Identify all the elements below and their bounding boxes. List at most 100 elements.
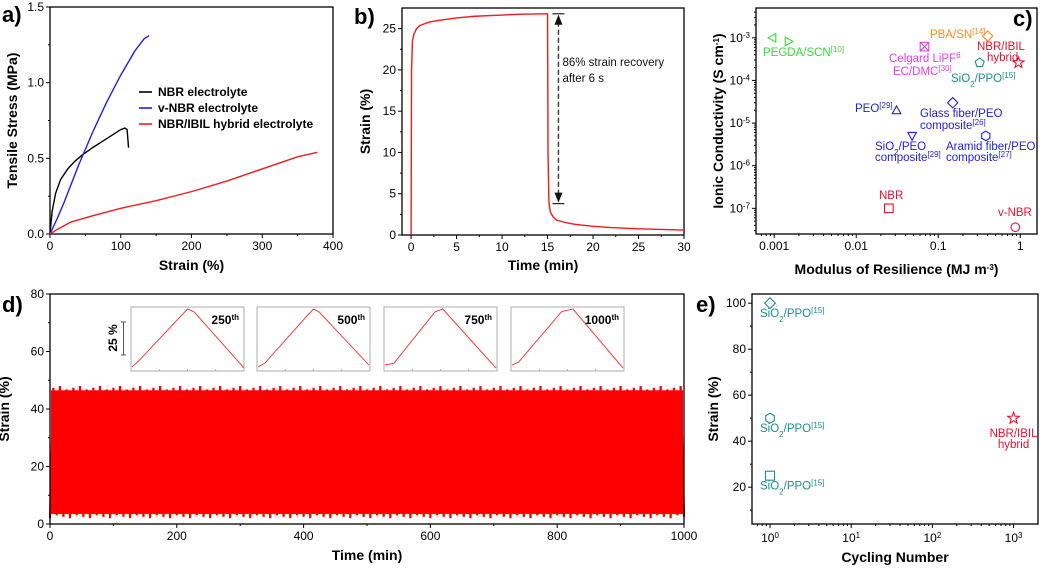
label-ec-dmc: EC/DMC[30] bbox=[893, 64, 952, 79]
x-axis-label-part: Modulus of Resilience (MJ m bbox=[795, 261, 987, 277]
label-v-nbr-part: v-NBR bbox=[998, 207, 1032, 219]
label-sio2-ppo-0: SiO2/PPO[15] bbox=[760, 306, 824, 324]
marker-triangle-right bbox=[784, 36, 795, 47]
y-tick-label: 60 bbox=[733, 388, 747, 402]
inset-label-part: 1000 bbox=[585, 313, 612, 327]
y-tick-label: 60 bbox=[31, 345, 45, 359]
label-sio2-peo-part: SiO bbox=[875, 141, 894, 153]
legend-label: NBR electrolyte bbox=[158, 85, 248, 99]
label-composite-26-part: composite bbox=[920, 120, 972, 132]
arrow-head-up bbox=[554, 14, 563, 25]
marker-triangle-down bbox=[906, 131, 918, 142]
annotation-line1: 86% strain recovery bbox=[562, 57, 664, 69]
y-tick-label: 0 bbox=[37, 517, 44, 531]
marker-square bbox=[884, 203, 894, 214]
inset-label-part: th bbox=[484, 313, 492, 322]
y-axis-label: Tensile Stress (MPa) bbox=[4, 53, 20, 189]
y-tick-label: 10-5 bbox=[730, 116, 751, 131]
y-tick-label: 0 bbox=[389, 228, 396, 242]
y-tick-label: 40 bbox=[733, 434, 747, 448]
label-composite-26: composite[26] bbox=[920, 118, 986, 133]
y-tick-label-part: 10 bbox=[730, 116, 744, 130]
label-sio2-ppo-part: 2 bbox=[970, 80, 975, 89]
plot-frame bbox=[401, 7, 685, 236]
x-tick-label: 15 bbox=[541, 240, 555, 254]
label-sio2-ppo-2: SiO2/PPO[15] bbox=[760, 478, 824, 496]
y-tick-label: 80 bbox=[733, 342, 747, 356]
inset-750: 750th bbox=[383, 306, 498, 372]
y-tick-label: 10-4 bbox=[730, 73, 751, 88]
label-glass-fiber: Glass fiber/PEO bbox=[920, 108, 1002, 120]
inset-curve bbox=[257, 308, 370, 368]
y-tick-label-part: 10 bbox=[730, 73, 744, 87]
marker-pentagon bbox=[974, 57, 985, 68]
marker-diamond bbox=[981, 30, 994, 42]
label-nbr-ibil: NBR/IBIL bbox=[977, 41, 1026, 53]
marker-triangle-left bbox=[766, 32, 777, 44]
y-axis-label: Strain (%) bbox=[705, 376, 721, 441]
x-tick-label: 200 bbox=[181, 239, 201, 253]
x-tick-label-part: 0 bbox=[774, 531, 779, 540]
y-tick-label: 10-6 bbox=[730, 158, 751, 173]
x-tick-label: 100 bbox=[111, 239, 131, 253]
x-tick-label: 25 bbox=[632, 240, 646, 254]
x-tick-label-part: 2 bbox=[937, 531, 942, 540]
label-sio2-ppo-part: [15] bbox=[1002, 71, 1015, 80]
label-aramid-part: Aramid fiber/PEO bbox=[946, 141, 1036, 153]
label-hybrid: hybrid bbox=[987, 52, 1018, 64]
label-sio2-ppo-1-part: 2 bbox=[779, 430, 784, 439]
label-sio2-peo: SiO2/PEO bbox=[875, 141, 926, 157]
inset-1000: 1000th bbox=[510, 306, 625, 372]
marker-star bbox=[1006, 410, 1021, 425]
x-axis-label: Modulus of Resilience (MJ m-3) bbox=[795, 261, 999, 277]
y-tick-label: 20 bbox=[31, 460, 45, 474]
x-tick-label: 102 bbox=[923, 531, 941, 546]
inset-curve bbox=[131, 308, 244, 368]
y-tick-label: 5 bbox=[389, 187, 396, 201]
y-tick-label: 0.0 bbox=[27, 227, 44, 241]
label-v-nbr: v-NBR bbox=[998, 207, 1032, 219]
label-composite-29-part: composite bbox=[875, 152, 927, 164]
strain-series bbox=[48, 385, 686, 519]
inset-label-part: 250 bbox=[211, 313, 231, 327]
label-peo-part: PEO bbox=[855, 103, 879, 115]
panel-c: 0.001 0.01 0.1 110-310-410-510-610-7PEGDA/S… bbox=[710, 6, 1038, 277]
inset-label-part: th bbox=[357, 313, 365, 322]
y-tick-label: 20 bbox=[733, 480, 747, 494]
x-tick-label: 1 bbox=[1017, 239, 1024, 253]
annotation-line2: after 6 s bbox=[562, 73, 604, 85]
inset-curve bbox=[384, 308, 497, 369]
panel-label: c) bbox=[1013, 6, 1033, 31]
label-sio2-ppo-part: /PPO bbox=[975, 73, 1003, 85]
scale-bar-label: 25 % bbox=[106, 324, 120, 352]
y-axis-label-part: ) bbox=[710, 33, 726, 38]
x-axis-label: Time (min) bbox=[332, 547, 403, 563]
x-tick-label: 1000 bbox=[671, 529, 698, 543]
y-tick-label-part: 10 bbox=[730, 159, 744, 173]
inset-label-part: 750 bbox=[464, 313, 484, 327]
x-tick-label: 101 bbox=[842, 531, 860, 546]
y-tick-label: 40 bbox=[31, 402, 45, 416]
x-tick-label: 0 bbox=[47, 529, 54, 543]
label-ec-dmc-part: EC/DMC bbox=[893, 66, 938, 78]
y-axis-label-part: Ionic Conductivity (S cm bbox=[710, 45, 726, 208]
label-pba-sn: PBA/SN[14] bbox=[930, 27, 986, 42]
series-line-2 bbox=[49, 151, 318, 235]
y-axis-label: Ionic Conductivity (S cm-1) bbox=[710, 33, 726, 208]
x-tick-label: 400 bbox=[323, 239, 343, 253]
x-tick-label: 0 bbox=[47, 239, 54, 253]
inset-curve bbox=[511, 308, 624, 369]
label-hybrid: hybrid bbox=[998, 439, 1029, 451]
label-pba-sn-part: [14] bbox=[972, 27, 985, 36]
x-tick-label: 400 bbox=[294, 529, 314, 543]
y-axis-label-part: -1 bbox=[712, 38, 721, 46]
y-tick-label: 15 bbox=[383, 104, 397, 118]
x-tick-label-part: 10 bbox=[923, 531, 937, 545]
inset-500: 500th bbox=[256, 306, 371, 372]
marker-square bbox=[764, 470, 776, 481]
inset-label-part: th bbox=[611, 313, 619, 322]
x-tick-label: 0 bbox=[408, 240, 415, 254]
label-ec-dmc-part: [30] bbox=[938, 64, 951, 73]
series-line-0 bbox=[49, 127, 130, 235]
panel-label: e) bbox=[696, 292, 716, 317]
